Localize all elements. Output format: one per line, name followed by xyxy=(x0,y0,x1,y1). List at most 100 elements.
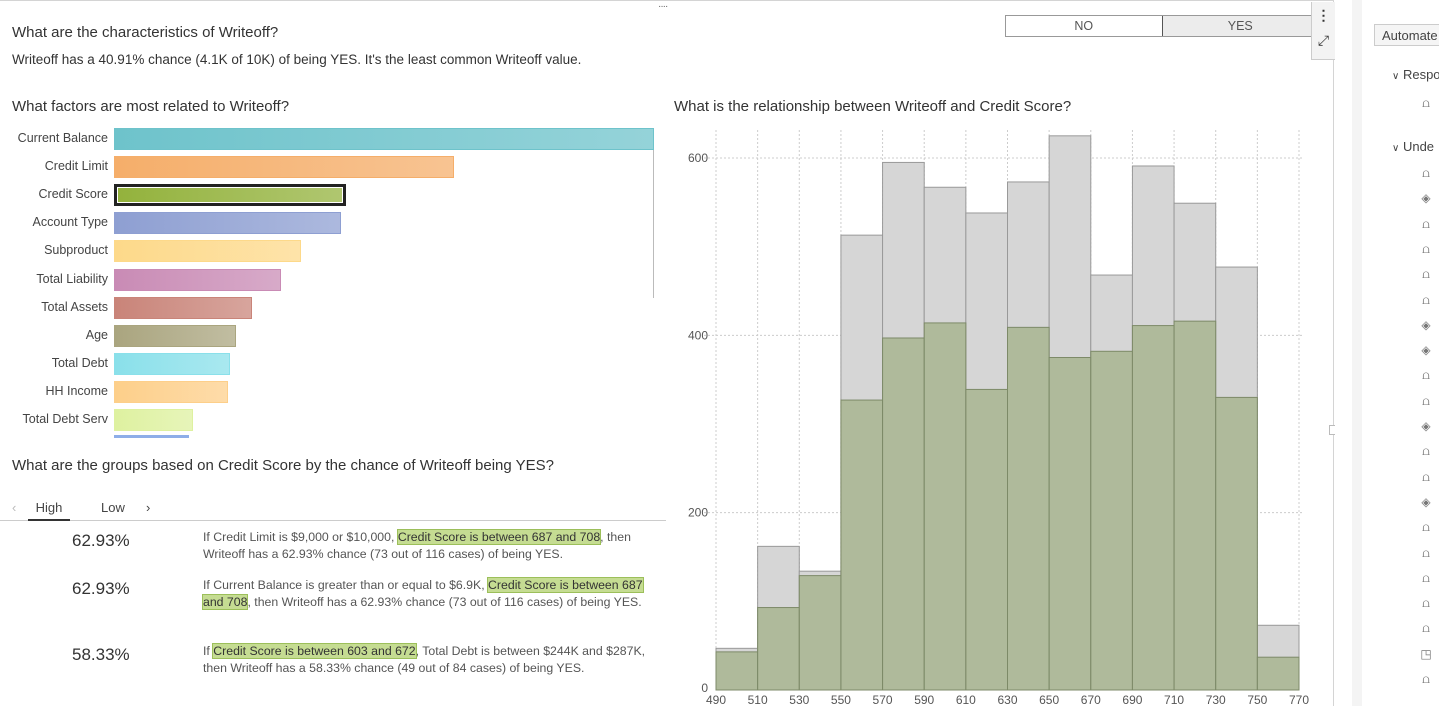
measure-item-icon[interactable]: ⩍ xyxy=(1422,166,1430,180)
measure-item-icon[interactable]: ⩍ xyxy=(1422,368,1430,383)
measure-item-icon[interactable]: ⩍ xyxy=(1422,267,1430,282)
drag-handle[interactable]: ···· xyxy=(658,1,668,12)
histogram-bar-yes xyxy=(1256,656,1300,691)
category-item-icon[interactable]: ◈ xyxy=(1421,419,1431,433)
x-tick-label: 550 xyxy=(831,693,851,706)
factors-scrollbar[interactable] xyxy=(653,128,654,298)
category-item-icon[interactable]: ◈ xyxy=(1421,191,1431,206)
y-tick-label: 400 xyxy=(688,328,708,342)
measure-item-icon[interactable]: ⩍ xyxy=(1422,96,1430,110)
panel-resize-handle[interactable] xyxy=(1329,425,1335,435)
characteristics-summary: Writeoff has a 40.91% chance (4.1K of 10… xyxy=(12,52,582,67)
factor-bar[interactable] xyxy=(114,324,237,347)
x-tick-label: 570 xyxy=(873,693,893,706)
measure-item-icon[interactable]: ⩍ xyxy=(1422,570,1430,585)
object-panel xyxy=(0,0,1334,706)
factor-label[interactable]: Subproduct xyxy=(44,243,108,258)
factor-bar[interactable] xyxy=(114,240,302,263)
tabs-prev-icon[interactable]: ‹ xyxy=(12,500,17,515)
histogram-bar-yes xyxy=(882,337,925,691)
rule-percentage: 58.33% xyxy=(72,645,130,664)
section-response[interactable]: ∨ Respo xyxy=(1392,67,1439,82)
response-toggle[interactable]: NO YES xyxy=(1005,15,1319,37)
rule-text[interactable]: If Credit Score is between 603 and 672, … xyxy=(203,643,655,676)
rule-percentage: 62.93% xyxy=(72,579,130,598)
factor-label[interactable]: Total Liability xyxy=(36,271,108,286)
rule-text[interactable]: If Current Balance is greater than or eq… xyxy=(202,577,655,610)
y-tick-label: 200 xyxy=(688,506,708,520)
document-item-icon[interactable]: ◳ xyxy=(1420,646,1432,661)
factor-bar[interactable] xyxy=(114,184,347,207)
factor-label[interactable]: Account Type xyxy=(32,215,108,230)
measure-item-icon[interactable]: ⩍ xyxy=(1422,241,1430,256)
object-toolbar: ⋮ ⤢ xyxy=(1311,2,1335,60)
x-tick-label: 610 xyxy=(956,693,976,706)
group-tabs: ‹ High Low › xyxy=(0,496,666,521)
factor-label[interactable]: Total Debt xyxy=(51,355,108,370)
measure-item-icon[interactable]: ⩍ xyxy=(1422,469,1430,484)
factor-bar[interactable] xyxy=(114,212,341,235)
factor-bar[interactable] xyxy=(114,409,193,431)
x-tick-label: 750 xyxy=(1247,693,1267,706)
factor-label[interactable]: Total Debt Serv xyxy=(22,412,108,426)
x-tick-label: 490 xyxy=(706,693,726,706)
factor-label[interactable]: Credit Limit xyxy=(44,159,108,174)
histogram-bar-yes xyxy=(715,651,759,691)
data-pane xyxy=(1352,0,1439,706)
measure-item-icon[interactable]: ⩍ xyxy=(1422,393,1430,408)
maximize-icon[interactable]: ⤢ xyxy=(1317,32,1330,48)
measure-item-icon[interactable]: ⩍ xyxy=(1422,292,1430,307)
tab-low[interactable]: Low xyxy=(101,500,125,515)
x-tick-label: 670 xyxy=(1081,693,1101,706)
factor-bar[interactable] xyxy=(114,156,455,179)
more-options-icon[interactable]: ⋮ xyxy=(1316,7,1331,23)
rule-text[interactable]: If Credit Limit is $9,000 or $10,000, Cr… xyxy=(203,529,655,562)
characteristics-title: What are the characteristics of Writeoff… xyxy=(12,24,279,41)
factor-bar[interactable] xyxy=(114,352,231,375)
factor-bar[interactable] xyxy=(114,268,282,291)
measure-item-icon[interactable]: ⩍ xyxy=(1422,672,1430,686)
x-tick-label: 730 xyxy=(1206,693,1226,706)
category-item-icon[interactable]: ◈ xyxy=(1421,343,1431,358)
rule-percentage: 62.93% xyxy=(72,531,130,550)
tabs-next-icon[interactable]: › xyxy=(146,500,151,515)
section-underlying[interactable]: ∨ Unde xyxy=(1392,139,1434,154)
category-item-icon[interactable]: ◈ xyxy=(1421,317,1431,332)
measure-item-icon[interactable]: ⩍ xyxy=(1422,444,1430,459)
toggle-yes[interactable]: YES xyxy=(1161,16,1318,36)
factors-title: What factors are most related to Writeof… xyxy=(12,98,290,115)
measure-item-icon[interactable]: ⩍ xyxy=(1422,216,1430,231)
factor-label[interactable]: Age xyxy=(85,327,108,342)
histogram-bar-yes xyxy=(798,575,842,691)
factor-bar[interactable] xyxy=(114,380,228,403)
toggle-no[interactable]: NO xyxy=(1074,19,1094,33)
measure-item-icon[interactable]: ⩍ xyxy=(1422,545,1430,560)
factor-bar[interactable] xyxy=(114,296,252,319)
histogram-bar-yes xyxy=(757,607,800,691)
measure-item-icon[interactable]: ⩍ xyxy=(1422,621,1430,636)
factor-bar[interactable] xyxy=(114,128,654,150)
x-tick-label: 690 xyxy=(1122,693,1142,706)
tab-high[interactable]: High xyxy=(28,500,70,521)
histogram-bar-yes xyxy=(1173,320,1217,691)
relationship-title: What is the relationship between Writeof… xyxy=(674,98,1072,115)
x-tick-label: 530 xyxy=(789,693,809,706)
histogram-bar-yes xyxy=(1048,357,1092,691)
section-label: Respo xyxy=(1402,67,1439,82)
category-item-icon[interactable]: ◈ xyxy=(1421,494,1431,509)
rule-text-part: , then Writeoff has a 62.93% chance (73 … xyxy=(203,530,631,561)
factor-label[interactable]: Total Assets xyxy=(41,299,108,314)
rule-text-part: If Current Balance is greater than or eq… xyxy=(203,578,489,592)
groups-title: What are the groups based on Credit Scor… xyxy=(12,457,554,474)
factor-label[interactable]: HH Income xyxy=(45,383,108,398)
automate-dropdown[interactable]: Automate xyxy=(1374,24,1439,46)
factor-label[interactable]: Current Balance xyxy=(17,131,108,145)
factor-label[interactable]: Credit Score xyxy=(38,187,108,202)
measure-item-icon[interactable]: ⩍ xyxy=(1422,596,1430,611)
rule-text-part: , Total Debt is between $244K and $287K,… xyxy=(203,644,646,675)
x-tick-label: 650 xyxy=(1039,693,1059,706)
x-tick-label: 630 xyxy=(997,693,1017,706)
measure-item-icon[interactable]: ⩍ xyxy=(1422,520,1430,535)
histogram-bar-yes xyxy=(1007,326,1050,691)
rule-highlight: Credit Score is between 687 and 708 xyxy=(396,529,602,545)
